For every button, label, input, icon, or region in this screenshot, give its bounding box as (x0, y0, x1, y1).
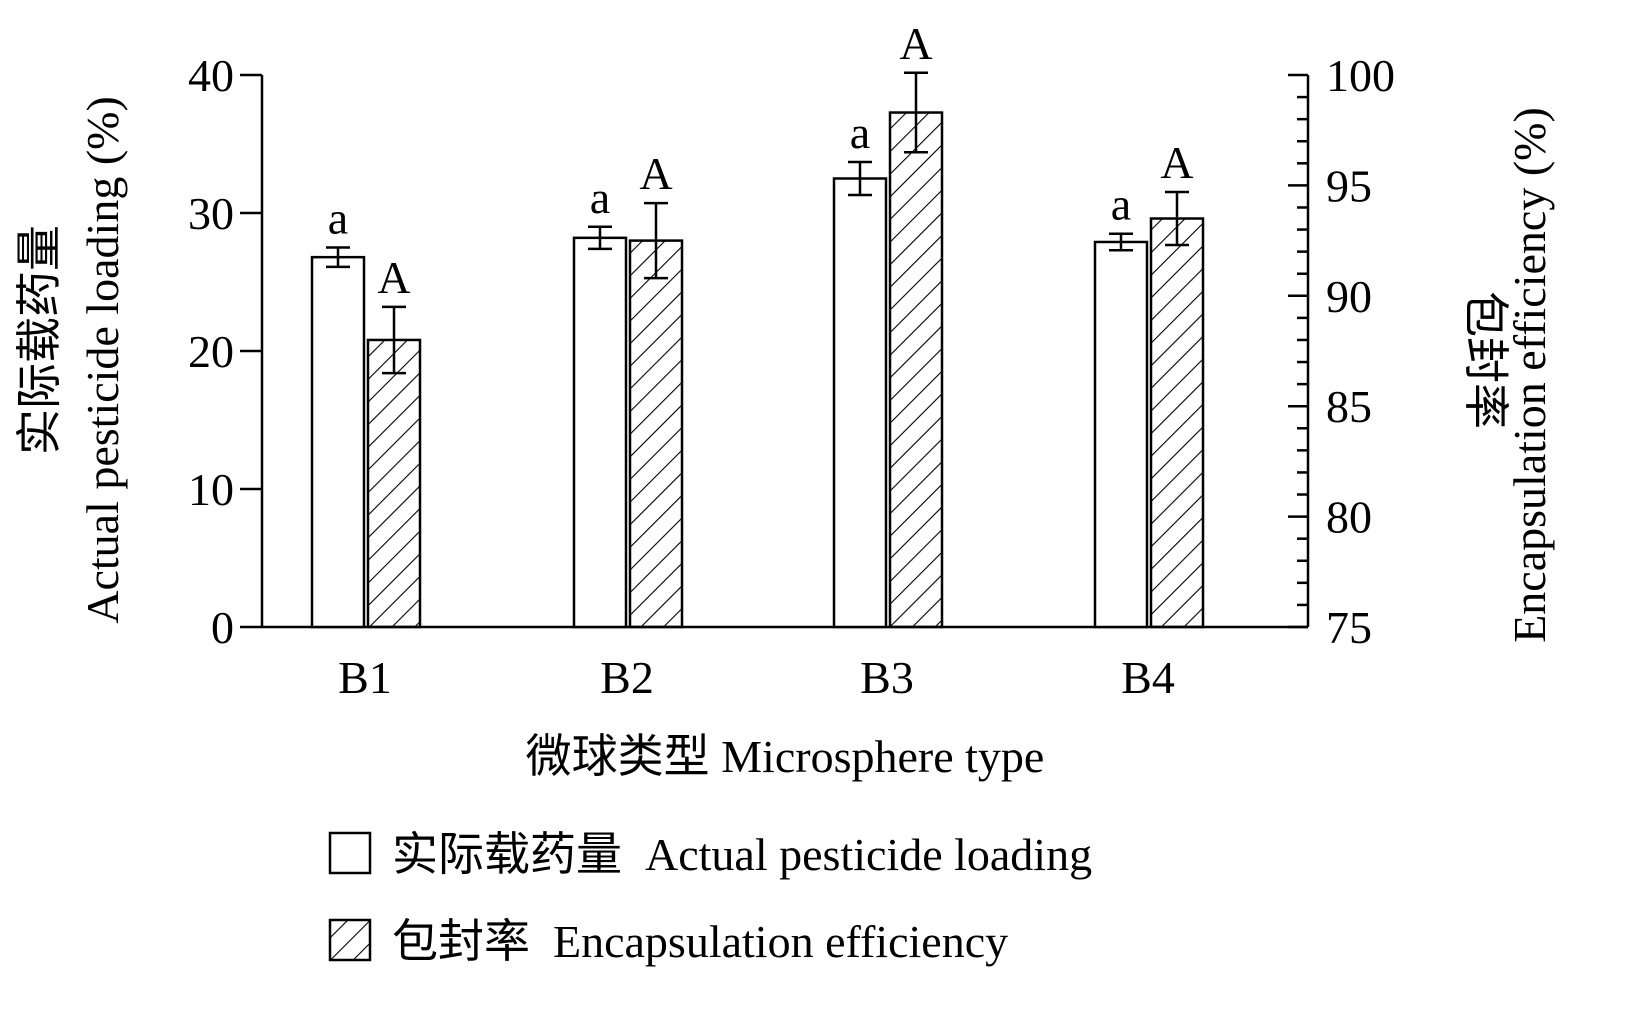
legend-label-efficiency: 包封率 Encapsulation efficiency (392, 916, 1008, 967)
y-tick-label: 30 (188, 188, 234, 239)
x-axis-label: 微球类型 Microsphere type (526, 731, 1045, 782)
bar-loading (572, 236, 628, 629)
y2-tick-label: 100 (1326, 50, 1395, 101)
bar-loading (310, 255, 366, 629)
significance-letter: a (1111, 179, 1131, 230)
y2-axis-label-cn: 包封率 (1460, 291, 1511, 429)
legend: 实际载药量 Actual pesticide loading 包封率 Encap… (328, 829, 1092, 967)
bar-loading (832, 177, 888, 629)
significance-letter: A (377, 252, 410, 303)
y-tick-label: 40 (188, 50, 234, 101)
y2-tick-label: 95 (1326, 160, 1372, 211)
y-tick-label: 20 (188, 326, 234, 377)
bar-efficiency (1149, 217, 1205, 629)
significance-letter: A (899, 18, 932, 69)
y-axis-label-cn: 实际载药量 (14, 225, 65, 455)
legend-swatch-hatched (328, 918, 372, 962)
axes: 0 10 20 30 40 75 80 85 90 95 100 B1 B2 B3 B4 (188, 50, 1395, 703)
legend-label-loading: 实际载药量 Actual pesticide loading (392, 829, 1092, 880)
x-tick-label: B4 (1121, 652, 1175, 703)
y-axis-label-en: Actual pesticide loading (%) (77, 96, 128, 624)
significance-letter: a (850, 107, 870, 158)
y2-tick-label: 75 (1326, 602, 1372, 653)
bar-efficiency (366, 338, 422, 629)
significance-letter: A (639, 148, 672, 199)
x-tick-label: B1 (338, 652, 392, 703)
y2-axis-label-en: Encapsulation efficiency (%) (1504, 107, 1555, 643)
bar-efficiency (628, 239, 684, 629)
x-tick-label: B2 (600, 652, 654, 703)
legend-swatch-open (328, 831, 372, 875)
significance-letter: a (590, 172, 610, 223)
significance-letter: a (328, 193, 348, 244)
significance-letter: A (1160, 137, 1193, 188)
y-tick-label: 10 (188, 464, 234, 515)
x-tick-label: B3 (860, 652, 914, 703)
bar-loading (1093, 240, 1149, 629)
y2-tick-label: 90 (1326, 271, 1372, 322)
bar-efficiency (888, 111, 944, 629)
y-tick-label: 0 (211, 602, 234, 653)
y2-tick-label: 80 (1326, 492, 1372, 543)
y2-tick-label: 85 (1326, 381, 1372, 432)
